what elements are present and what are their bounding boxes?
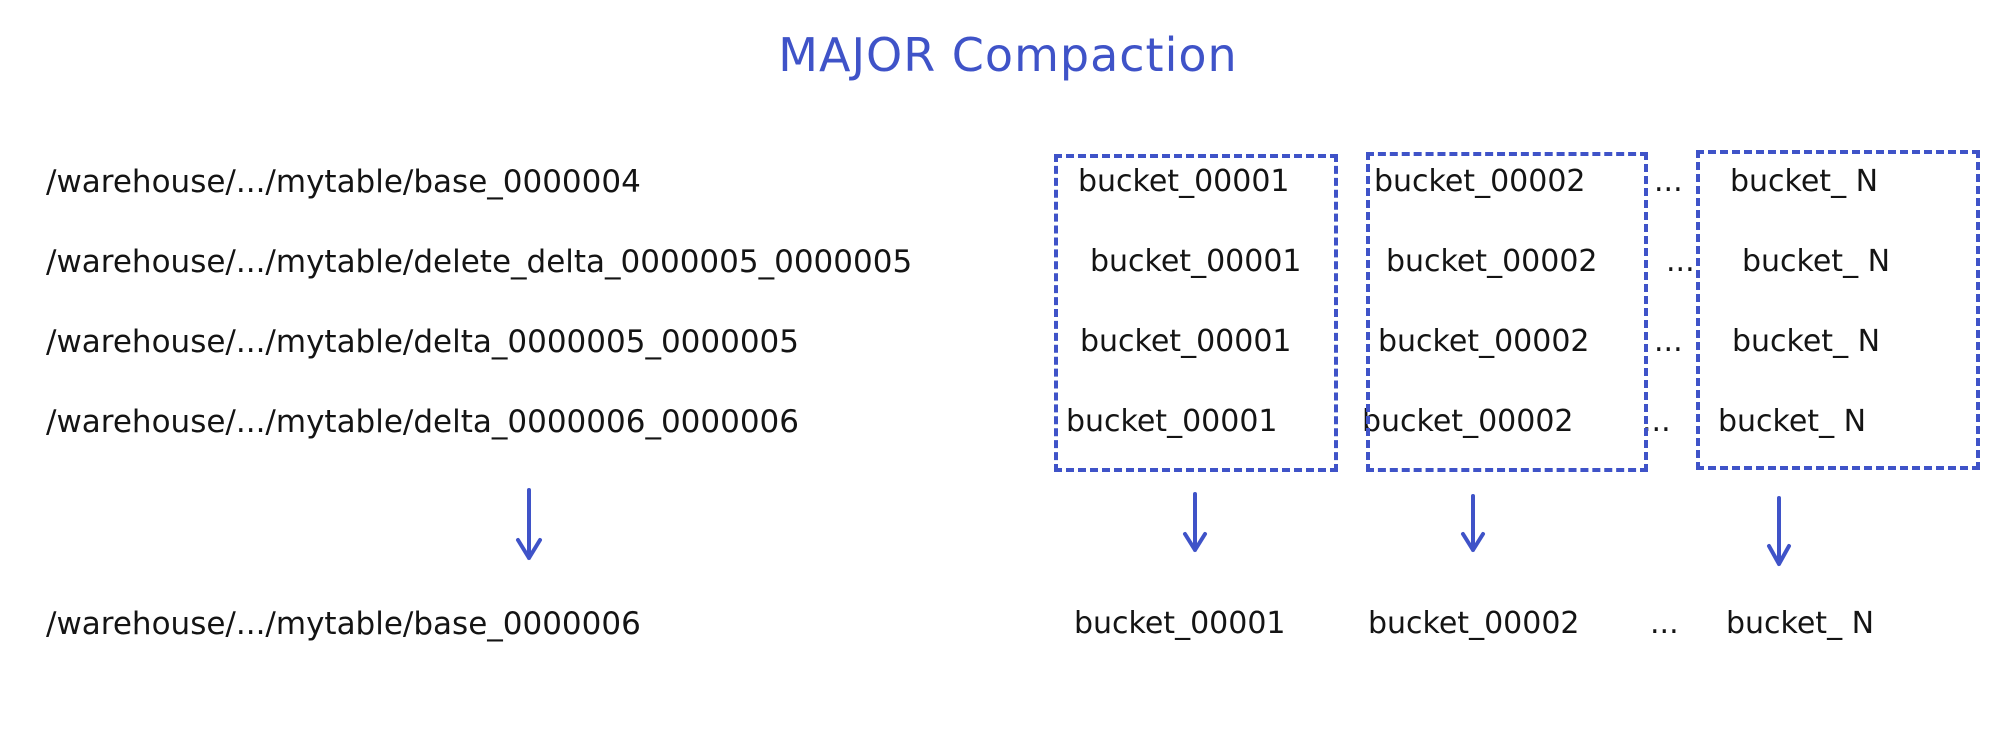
bucket-00002-group-box <box>1366 152 1648 472</box>
row2-ellipsis: ... <box>1666 244 1695 279</box>
row4-bucket-00002: bucket_00002 <box>1362 404 1574 439</box>
result-bucket-n: bucket_ N <box>1726 606 1875 641</box>
result-ellipsis: ... <box>1650 606 1679 641</box>
row1-bucket-n: bucket_ N <box>1730 164 1879 199</box>
row1-bucket-00002: bucket_00002 <box>1374 164 1586 199</box>
bucket-00001-group-box <box>1054 154 1338 472</box>
row3-bucket-n: bucket_ N <box>1732 324 1881 359</box>
row2-bucket-00001: bucket_00001 <box>1090 244 1302 279</box>
arrow-down-icon <box>1183 492 1207 552</box>
row3-bucket-00002: bucket_00002 <box>1378 324 1590 359</box>
path-delete-delta-0000005: /warehouse/.../mytable/delete_delta_0000… <box>46 244 913 280</box>
row1-bucket-00001: bucket_00001 <box>1078 164 1290 199</box>
row3-ellipsis: ... <box>1654 324 1683 359</box>
result-bucket-00001: bucket_00001 <box>1074 606 1286 641</box>
bucket-n-group-box <box>1696 150 1980 470</box>
path-delta-0000006: /warehouse/.../mytable/delta_0000006_000… <box>46 404 800 440</box>
row2-bucket-00002: bucket_00002 <box>1386 244 1598 279</box>
path-base-0000004: /warehouse/.../mytable/base_0000004 <box>46 164 641 200</box>
row4-bucket-n: bucket_ N <box>1718 404 1867 439</box>
row2-bucket-n: bucket_ N <box>1742 244 1891 279</box>
arrow-down-icon <box>516 488 542 560</box>
arrow-down-icon <box>1767 496 1791 566</box>
row3-bucket-00001: bucket_00001 <box>1080 324 1292 359</box>
row1-ellipsis: ... <box>1654 164 1683 199</box>
diagram-title: MAJOR Compaction <box>778 28 1238 82</box>
path-delta-0000005: /warehouse/.../mytable/delta_0000005_000… <box>46 324 800 360</box>
row4-bucket-00001: bucket_00001 <box>1066 404 1278 439</box>
arrow-down-icon <box>1461 494 1485 552</box>
path-base-0000006: /warehouse/.../mytable/base_0000006 <box>46 606 641 642</box>
result-bucket-00002: bucket_00002 <box>1368 606 1580 641</box>
